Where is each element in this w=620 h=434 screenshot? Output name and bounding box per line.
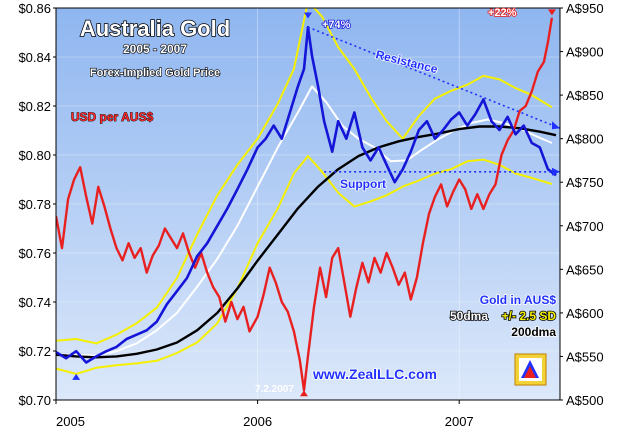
x-tick-label: 2006 (243, 414, 272, 429)
chart-subtitle: 2005 - 2007 (123, 42, 187, 56)
peak-marker-gold (304, 12, 312, 19)
x-tick-label: 2007 (445, 414, 474, 429)
chart-subtitle-2: Forex-Implied Gold Price (90, 67, 220, 79)
support-arrowhead (552, 167, 560, 176)
website-label: www.ZealLLC.com (312, 366, 437, 382)
low-marker-usd (299, 390, 308, 397)
right-tick-label: A$850 (566, 88, 604, 103)
series-line-usd-per-aus- (56, 17, 554, 392)
right-tick-label: A$550 (566, 349, 604, 364)
left-tick-label: $0.74 (18, 295, 51, 310)
resistance-arrowhead (552, 121, 560, 130)
zeal-logo-icon (514, 353, 547, 386)
pct-74-label: +74% (322, 19, 351, 31)
chart-title: Australia Gold (80, 16, 230, 41)
left-tick-label: $0.80 (18, 148, 51, 163)
left-tick-label: $0.70 (18, 393, 51, 408)
resistance-line (307, 26, 561, 129)
left-tick-label: $0.78 (18, 197, 51, 212)
series-line-50dma (56, 85, 553, 357)
right-tick-label: A$800 (566, 132, 604, 147)
right-tick-label: A$600 (566, 306, 604, 321)
left-tick-label: $0.84 (18, 50, 51, 65)
legend-bands: +/- 2.5 SD (502, 309, 557, 323)
series-layer (56, 8, 557, 392)
annotation-layer (72, 9, 561, 397)
legend-gold-aud: Gold in AUS$ (480, 293, 557, 307)
left-tick-label: $0.72 (18, 344, 51, 359)
legend-50dma: 50dma (450, 309, 488, 323)
left-axis-label: USD per AUS$ (71, 110, 154, 124)
right-tick-label: A$700 (566, 219, 604, 234)
support-label: Support (340, 177, 386, 191)
right-tick-label: A$950 (566, 1, 604, 16)
right-tick-label: A$900 (566, 45, 604, 60)
x-tick-label: 2005 (56, 414, 85, 429)
right-tick-label: A$750 (566, 175, 604, 190)
left-tick-label: $0.82 (18, 99, 51, 114)
series-line-200dma (56, 125, 557, 359)
peak-marker-usd (547, 9, 556, 16)
left-tick-label: $0.76 (18, 246, 51, 261)
series-line-gold-in-aus- (56, 25, 557, 364)
axes-layer: $0.86 $0.84 $0.82 $0.80 $0.78 $0.76 $0.74 $0.72… (18, 1, 603, 429)
right-tick-label: A$650 (566, 262, 604, 277)
series-line--2-5-sd (56, 155, 553, 375)
right-tick-label: A$500 (566, 393, 604, 408)
left-tick-label: $0.86 (18, 1, 51, 16)
series-line--2-5-sd (56, 8, 553, 345)
pct-22-label: +22% (488, 7, 517, 19)
legend-200dma: 200dma (511, 325, 556, 339)
low-marker-gold (72, 373, 81, 380)
date-low-label: 7.2.2007 (255, 384, 294, 395)
